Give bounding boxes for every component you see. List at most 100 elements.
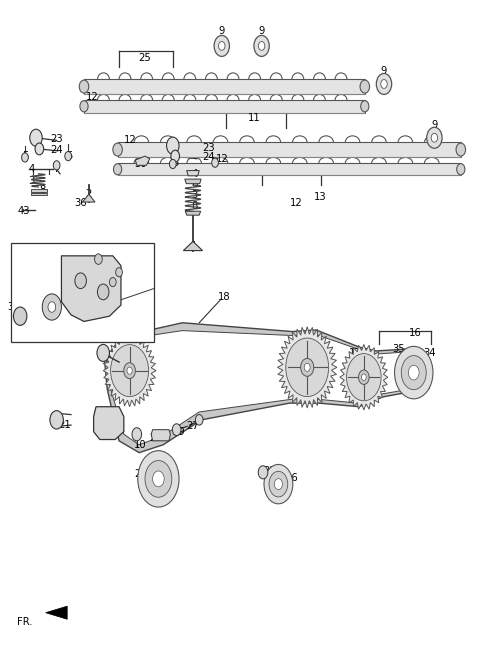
Text: 17: 17 [349, 348, 361, 358]
Text: 14: 14 [134, 374, 146, 384]
Circle shape [456, 143, 466, 156]
Circle shape [97, 284, 109, 300]
Circle shape [360, 100, 369, 112]
Polygon shape [183, 241, 203, 251]
Polygon shape [84, 79, 365, 94]
Circle shape [258, 41, 265, 51]
Circle shape [145, 461, 172, 497]
Circle shape [304, 363, 310, 371]
Text: 4: 4 [191, 169, 198, 179]
Text: 23: 23 [50, 134, 63, 144]
Circle shape [127, 367, 132, 374]
Circle shape [212, 158, 218, 167]
Circle shape [347, 354, 381, 401]
Polygon shape [118, 163, 461, 175]
Circle shape [80, 100, 88, 112]
Circle shape [79, 80, 89, 93]
Text: 35: 35 [392, 344, 405, 354]
Circle shape [110, 344, 149, 397]
Text: 12: 12 [86, 92, 98, 102]
Circle shape [30, 129, 42, 146]
Text: 24: 24 [50, 144, 63, 155]
Text: 41: 41 [123, 262, 136, 273]
Circle shape [35, 143, 44, 155]
Polygon shape [277, 327, 337, 408]
Text: 11: 11 [248, 113, 261, 123]
Circle shape [408, 365, 419, 380]
Text: 29: 29 [172, 426, 185, 437]
Polygon shape [83, 194, 95, 202]
Text: 28: 28 [150, 433, 162, 443]
Circle shape [171, 150, 180, 162]
Text: 25: 25 [139, 52, 151, 63]
Circle shape [116, 268, 122, 277]
Circle shape [218, 41, 225, 51]
Polygon shape [105, 323, 429, 453]
Circle shape [214, 35, 229, 56]
Text: 1: 1 [191, 241, 198, 251]
Text: 30: 30 [134, 159, 146, 169]
Polygon shape [61, 256, 121, 321]
Text: FR.: FR. [17, 617, 33, 627]
Text: 39: 39 [95, 251, 107, 261]
Circle shape [53, 161, 60, 170]
Text: 10: 10 [134, 440, 146, 450]
Text: 8: 8 [191, 201, 198, 211]
Circle shape [254, 35, 269, 56]
Polygon shape [185, 211, 201, 215]
Polygon shape [94, 407, 124, 440]
Circle shape [29, 282, 40, 298]
Text: 23: 23 [203, 142, 215, 153]
Text: 13: 13 [314, 192, 327, 202]
Circle shape [75, 273, 86, 289]
Circle shape [195, 415, 203, 425]
Text: 24: 24 [203, 152, 215, 163]
Circle shape [22, 153, 28, 162]
Circle shape [124, 363, 135, 379]
Text: 33: 33 [264, 466, 276, 476]
Text: 5: 5 [66, 151, 73, 161]
Circle shape [169, 159, 176, 169]
Polygon shape [185, 179, 201, 184]
Text: 7: 7 [53, 164, 60, 174]
Polygon shape [46, 606, 67, 619]
Polygon shape [187, 171, 199, 176]
Text: 9: 9 [258, 26, 265, 37]
Text: 21: 21 [59, 420, 71, 430]
Circle shape [269, 471, 288, 497]
Text: 12: 12 [216, 154, 228, 164]
Text: 8: 8 [39, 185, 46, 195]
Circle shape [286, 338, 329, 397]
Text: 9: 9 [381, 66, 387, 76]
Circle shape [360, 80, 370, 93]
Circle shape [48, 302, 56, 312]
Circle shape [376, 73, 392, 94]
Text: 27: 27 [187, 421, 199, 432]
Text: 12: 12 [290, 198, 303, 209]
Circle shape [13, 261, 56, 319]
Circle shape [65, 152, 72, 161]
Polygon shape [31, 193, 47, 195]
Circle shape [431, 133, 438, 142]
Text: 5: 5 [22, 151, 28, 161]
Text: 2: 2 [85, 189, 92, 199]
Circle shape [427, 127, 442, 148]
Circle shape [109, 277, 116, 287]
Text: 40: 40 [108, 272, 120, 282]
Text: 19: 19 [103, 420, 116, 430]
Text: 9: 9 [431, 119, 438, 130]
Circle shape [113, 143, 122, 156]
Circle shape [275, 479, 282, 489]
Circle shape [264, 464, 293, 504]
Circle shape [395, 346, 433, 399]
Bar [11, 243, 154, 342]
Circle shape [50, 411, 63, 429]
Polygon shape [31, 189, 47, 192]
Polygon shape [151, 430, 170, 441]
Text: 16: 16 [409, 328, 421, 338]
Circle shape [42, 294, 61, 320]
Text: 36: 36 [74, 198, 87, 209]
Circle shape [153, 471, 164, 487]
Polygon shape [135, 156, 150, 165]
Text: 15: 15 [294, 348, 306, 358]
